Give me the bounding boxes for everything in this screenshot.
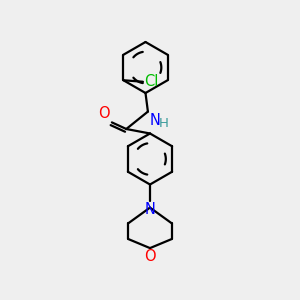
Text: Cl: Cl	[144, 74, 159, 89]
Text: O: O	[144, 249, 156, 264]
Text: N: N	[145, 202, 155, 217]
Text: O: O	[98, 106, 109, 121]
Text: N: N	[149, 113, 160, 128]
Text: H: H	[158, 117, 168, 130]
